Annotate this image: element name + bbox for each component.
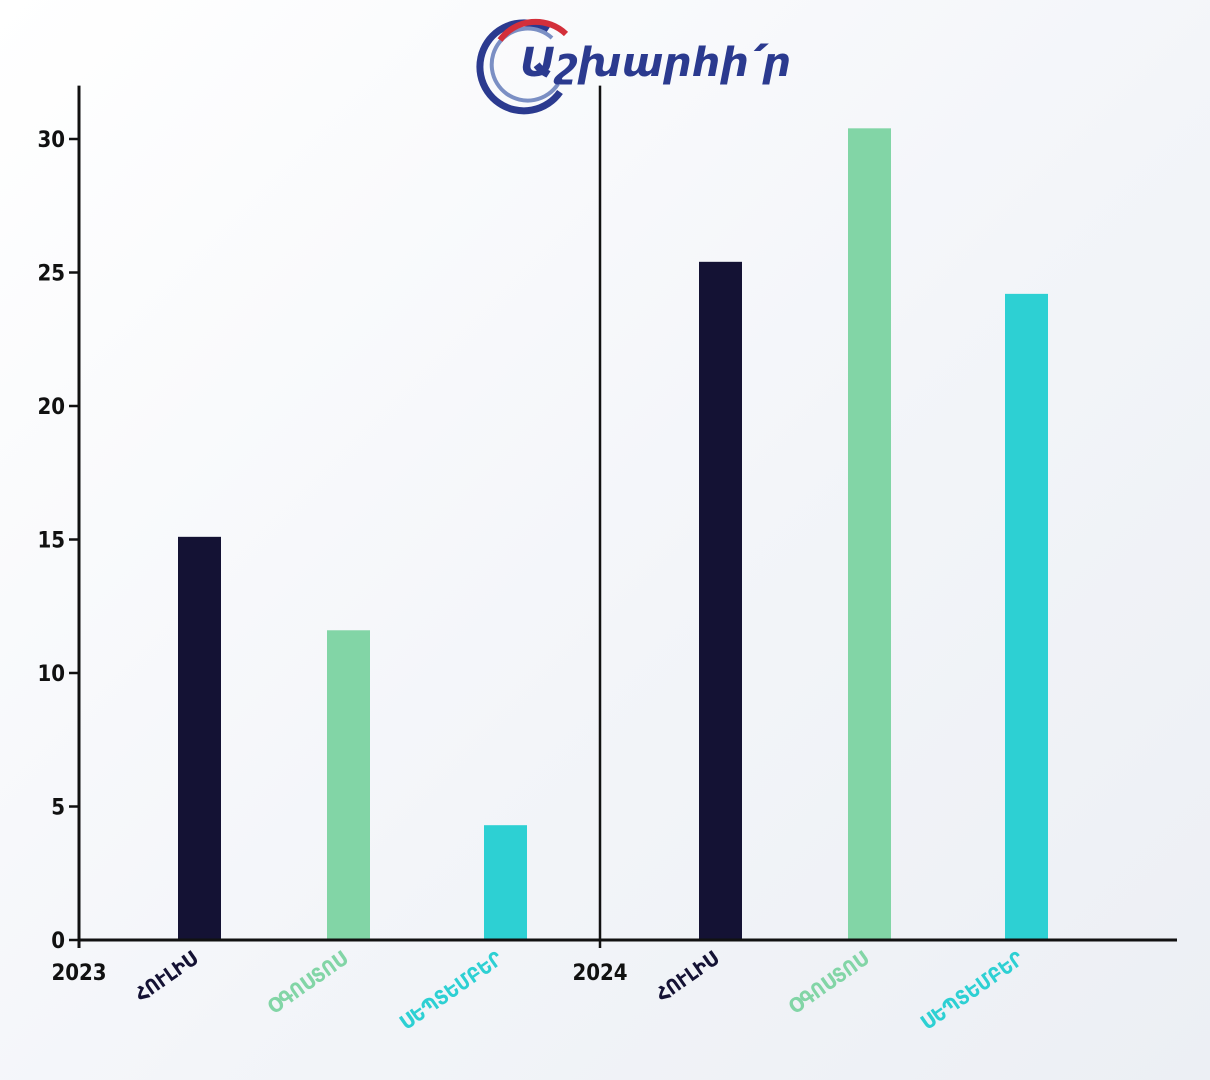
category-label: ՍԵՊՏԵՄԲԵՐ [916, 946, 1028, 1034]
y-axis-ticks: 0 5 10 15 20 25 30 [37, 128, 79, 954]
axes [77, 85, 1177, 948]
y-tick-label: 25 [37, 262, 65, 287]
year-label-2023: 2023 [51, 961, 106, 986]
logo: Աշխարհի՛ր [476, 18, 791, 115]
category-label: ՀՈՒԼԻՍ [130, 946, 201, 1006]
y-tick-label: 20 [37, 395, 65, 420]
bar-2024-1 [699, 261, 742, 940]
y-tick-label: 5 [51, 796, 65, 821]
y-tick-label: 15 [37, 529, 65, 554]
x-axis-labels: 2023 ՀՈՒԼԻՍ ՕԳՈՍՏՈՍ ՍԵՊՏԵՄԲԵՐ 2024 ՀՈՒԼԻՍ ՕԳՈՍ… [51, 946, 1027, 1034]
year-label-2024: 2024 [572, 961, 627, 986]
bar-2023-2 [327, 630, 370, 940]
category-label: ՕԳՈՍՏՈՍ [784, 946, 873, 1018]
bar-2023-3 [484, 825, 527, 940]
category-label: ՀՈՒԼԻՍ [651, 946, 722, 1006]
bars [178, 128, 1048, 940]
y-tick-label: 30 [37, 128, 65, 153]
logo-text: Աշխարհի՛ր [520, 40, 791, 86]
category-label: ՕԳՈՍՏՈՍ [263, 946, 352, 1018]
bar-2023-1 [178, 536, 221, 940]
y-tick-label: 10 [37, 662, 65, 687]
logo-emblem-icon [476, 18, 569, 115]
y-tick-label: 0 [51, 929, 65, 954]
bar-2024-3 [1005, 293, 1048, 940]
category-label: ՍԵՊՏԵՄԲԵՐ [395, 946, 507, 1034]
bar-2024-2 [848, 128, 891, 940]
